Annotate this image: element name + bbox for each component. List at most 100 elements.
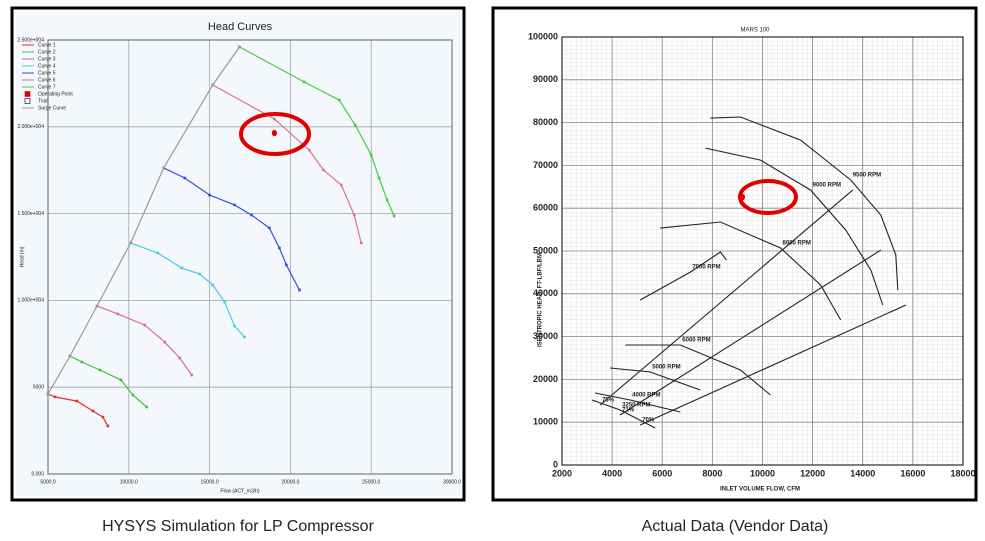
x-tick-label: 14000 [850, 468, 875, 478]
series-line [69, 355, 148, 408]
point-marker [302, 80, 306, 84]
point-marker [238, 45, 241, 49]
y-tick-label: 1.500e+004 [17, 211, 44, 217]
x-tick-label: 20000.0 [281, 479, 299, 485]
point-marker [80, 360, 84, 364]
legend-swatch [24, 98, 31, 104]
y-axis-label: Head (m) [19, 246, 25, 267]
x-axis-label: Flow (ACT_m3/h) [220, 488, 260, 494]
legend-label: Curve 6 [38, 77, 56, 83]
curve-label: 71% [622, 408, 635, 414]
point-marker [353, 123, 357, 127]
curve-label: 70% [642, 418, 655, 424]
curve-label: 6000 RPM [682, 338, 710, 344]
chart-title: Head Curves [208, 21, 273, 33]
x-tick-label: 18000 [950, 468, 975, 478]
plot-frame [47, 39, 453, 475]
y-tick-label: 1.000e+004 [17, 298, 44, 304]
point-marker [131, 393, 135, 397]
point-marker [95, 304, 99, 308]
y-tick-label: 80000 [533, 117, 558, 127]
y-axis-label: ISENTROPIC HEAD, FT-LBF/LBM [538, 253, 544, 347]
x-tick-label: 5000.0 [40, 479, 56, 485]
curve-label: 7000 RPM [692, 265, 720, 271]
point-marker [385, 198, 389, 202]
curve-label: 3250 RPM [622, 403, 650, 409]
y-tick-label: 0.000 [31, 471, 44, 477]
series-line [639, 251, 727, 301]
y-tick-label: 5000 [33, 385, 44, 391]
x-tick-label: 8000 [702, 468, 722, 478]
point-marker [273, 117, 276, 121]
caption: Actual Data (Vendor Data) [642, 518, 829, 535]
y-tick-label: 30000 [533, 331, 558, 341]
point-marker [180, 266, 183, 270]
charts: Head Curves Flow (ACT_m3/h) Head (m) 5000.0… [17, 21, 975, 494]
series-line [610, 367, 701, 391]
point-marker [129, 241, 133, 245]
series-line [239, 46, 395, 217]
point-marker [178, 356, 182, 360]
plot-frame [561, 36, 964, 466]
point-marker [278, 246, 281, 250]
point-marker [190, 373, 193, 377]
curve-label: 9000 RPM [813, 183, 841, 189]
point-marker [298, 288, 301, 292]
point-marker [369, 153, 373, 157]
point-marker [377, 176, 381, 180]
y-tick-label: 90000 [533, 74, 558, 84]
legend-label: Operating Point [38, 91, 73, 97]
legend-label: Trial [38, 98, 48, 104]
x-tick-label: 2000 [552, 468, 572, 478]
chart-title: MARS 100 [740, 28, 770, 34]
point-marker [156, 251, 160, 255]
left-background [16, 12, 460, 496]
y-tick-label: 20000 [533, 374, 558, 384]
point-marker [223, 300, 226, 304]
point-marker [340, 183, 343, 187]
point-marker [183, 176, 187, 180]
series-line [599, 189, 854, 406]
point-marker [392, 214, 396, 218]
series-line [710, 116, 899, 291]
point-marker [285, 263, 288, 267]
x-tick-label: 30000.0 [443, 479, 461, 485]
x-tick-label: 15000.0 [201, 479, 219, 485]
point-marker [53, 395, 57, 399]
series-line [130, 242, 245, 338]
series-line [96, 305, 193, 376]
point-marker [75, 399, 79, 403]
point-marker [68, 354, 72, 358]
series-line [594, 392, 681, 413]
y-tick-label: 0 [553, 459, 558, 469]
point-marker [101, 415, 105, 419]
point-marker [106, 424, 110, 428]
point-marker [250, 213, 253, 217]
point-marker [198, 272, 201, 276]
curve-label: 8000 RPM [783, 241, 811, 247]
point-marker [116, 312, 120, 316]
x-tick-label: 25000.0 [362, 479, 380, 485]
y-tick-label: 10000 [533, 417, 558, 427]
curve-label: 9500 RPM [853, 173, 881, 179]
y-tick-label: 40000 [533, 288, 558, 298]
x-tick-label: 10000.0 [120, 479, 138, 485]
point-marker [359, 241, 363, 245]
highlight-ellipse [738, 179, 798, 215]
point-marker [162, 166, 166, 170]
point-marker [243, 335, 246, 339]
point-marker [308, 148, 311, 152]
y-tick-label: 70000 [533, 160, 558, 170]
legend-label: Curve 4 [38, 63, 56, 69]
x-tick-label: 4000 [602, 468, 622, 478]
x-tick-label: 10000 [750, 468, 775, 478]
curve-label: 5000 RPM [652, 365, 680, 371]
curve-label: 4000 RPM [632, 393, 660, 399]
legend-label: Curve 7 [38, 84, 56, 90]
point-marker [119, 378, 123, 382]
point-marker [143, 323, 147, 327]
operating-point [271, 129, 278, 137]
point-marker [337, 98, 341, 102]
point-marker [211, 83, 214, 87]
